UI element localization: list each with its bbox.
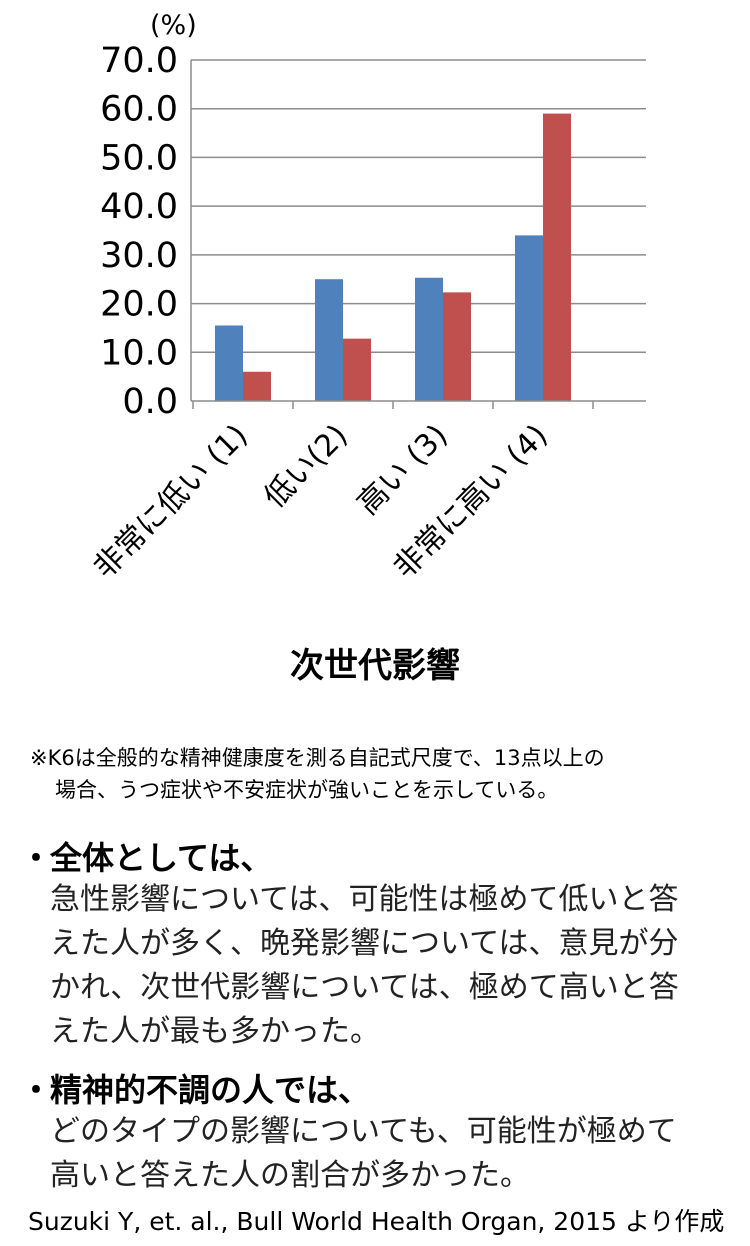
y-tick-label: 0.0 <box>122 382 178 422</box>
k6-footnote: ※K6は全般的な精神健康度を測る自記式尺度で、13点以上の 場合、うつ症状や不安… <box>30 742 740 806</box>
x-tick-label: 高い (3) <box>351 418 455 522</box>
bullet-line: えた人が多く、晩発影響については、意見が分 <box>50 926 679 961</box>
bullet-heading: 全体としては、 <box>50 839 273 877</box>
axes <box>190 60 646 409</box>
bullet-body: どのタイプの影響についても、可能性が極めて 高いと答えた人の割合が多かった。 <box>20 1110 740 1198</box>
footnote-line-2: 場合、うつ症状や不安症状が強いことを示している。 <box>55 778 559 802</box>
bullet-overall: ・ 全体としては、 急性影響については、可能性は極めて低いと答 えた人が多く、晩… <box>20 838 740 1054</box>
bullet-marker: ・ <box>20 839 53 877</box>
x-tick-labels: 非常に低い (1) 低い(2)高い (3)非常に高い (4) <box>87 418 555 586</box>
gridlines <box>191 59 646 354</box>
y-tick-labels: 0.0 10.0 20.0 30.0 40.0 50.0 60.0 70.0 <box>100 41 178 422</box>
bullet-heading: 精神的不調の人では、 <box>50 1071 371 1109</box>
bars <box>215 113 571 401</box>
y-tick-label: 10.0 <box>100 333 178 373</box>
bar <box>515 235 543 401</box>
x-axis-title: 次世代影響 <box>290 646 460 686</box>
x-tick-label: 低い(2) <box>257 418 354 515</box>
x-tick-label: 非常に低い (1) <box>87 418 255 586</box>
y-tick-label: 20.0 <box>100 285 178 325</box>
bar <box>443 292 471 401</box>
bar-chart: 0.0 10.0 20.0 30.0 40.0 50.0 60.0 70.0 非常に低い (1… <box>87 10 646 586</box>
bar <box>215 325 243 401</box>
y-tick-label: 50.0 <box>100 138 178 178</box>
y-tick-label: 40.0 <box>100 187 178 227</box>
bullet-line: えた人が最も多かった。 <box>50 1014 380 1049</box>
y-tick-label: 60.0 <box>100 90 178 130</box>
bullet-line: かれ、次世代影響については、極めて高いと答 <box>50 970 679 1005</box>
y-tick-label: 30.0 <box>100 236 178 276</box>
bullet-line: 高いと答えた人の割合が多かった。 <box>50 1158 530 1193</box>
citation: Suzuki Y, et. al., Bull World Health Org… <box>28 1207 725 1236</box>
bar <box>543 113 571 401</box>
bar <box>243 371 271 401</box>
bullet-body: 急性影響については、可能性は極めて低いと答 えた人が多く、晩発影響については、意… <box>20 878 740 1054</box>
y-unit-label: (%) <box>150 10 197 41</box>
bar <box>343 338 371 401</box>
bullet-line: 急性影響については、可能性は極めて低いと答 <box>50 882 679 917</box>
bullet-marker: ・ <box>20 1071 53 1109</box>
y-tick-label: 70.0 <box>100 41 178 81</box>
bar <box>415 277 443 401</box>
footnote-line-1: ※K6は全般的な精神健康度を測る自記式尺度で、13点以上の <box>30 746 605 770</box>
bar <box>315 279 343 401</box>
bullet-line: どのタイプの影響についても、可能性が極めて <box>50 1114 677 1149</box>
bullet-mental-illness: ・ 精神的不調の人では、 どのタイプの影響についても、可能性が極めて 高いと答え… <box>20 1070 740 1198</box>
